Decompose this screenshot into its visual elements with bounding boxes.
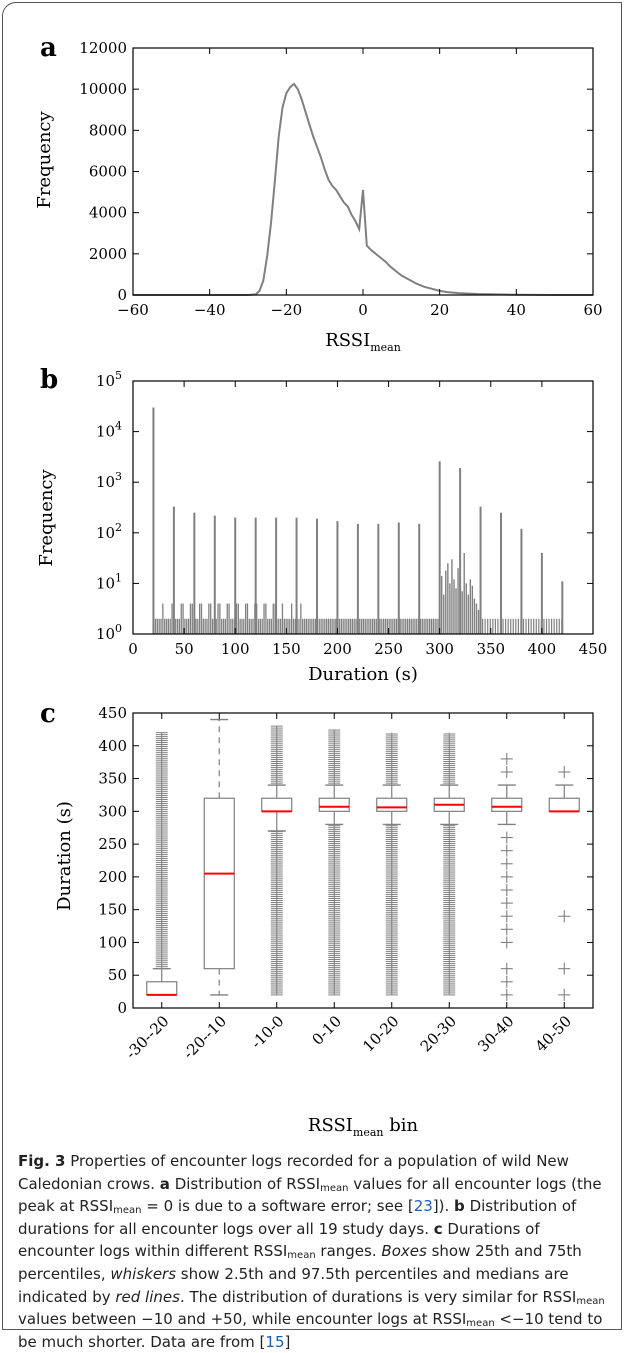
panel-a-xlabel: RSSImean: [325, 330, 401, 354]
panel-c-ytick-label: 150: [98, 901, 127, 919]
panel-c-ytick-label: 300: [98, 802, 127, 820]
figure-frame: [2, 2, 622, 1330]
panel-a-series-line: [133, 82, 593, 296]
panel-c-xlabel: RSSImean bin: [308, 1115, 419, 1139]
panel-c-outliers: [328, 729, 341, 996]
panel-b-xtick-label: 400: [528, 640, 557, 658]
panel-c-box-rect: [376, 797, 408, 812]
panel-c-ytick-label: 350: [98, 770, 127, 788]
panel-b-xtick-label: 100: [221, 640, 250, 658]
panel-a-ytick-label: 10000: [79, 80, 127, 98]
panel-c-box-40-50: [548, 766, 580, 1001]
panel-a-ylabel: Frequency: [34, 110, 55, 208]
panel-c-outliers: [500, 752, 513, 1001]
panel-c-category-label: 30-40: [474, 1012, 517, 1055]
panel-b-ytick-label: 105: [96, 369, 122, 390]
panel-b-xtick-label: 350: [476, 640, 505, 658]
panel-b-xtick-label: 150: [272, 640, 301, 658]
panel-a-ytick-label: 8000: [89, 121, 127, 139]
panel-b-letter: b: [40, 365, 58, 395]
panel-b-xtick-label: 200: [323, 640, 352, 658]
panel-c-frame: [132, 712, 594, 1009]
panel-c-category-label: -20--10: [180, 1012, 230, 1062]
panel-a: a −60 −40 −20 0 20 40 60 0 2000 4000 6000 8000 10000…: [34, 33, 603, 354]
panel-a-xtick-label: −60: [117, 301, 149, 319]
panel-a-xtick-label: 40: [507, 301, 526, 319]
panel-c-box-rect: [203, 797, 235, 970]
caption-ref-15[interactable]: 15: [265, 1332, 285, 1351]
panel-c-box-20-30: [433, 732, 465, 996]
panel-b-ytick-label: 104: [96, 420, 122, 441]
panel-c-category-label: -30--20: [122, 1012, 172, 1062]
panel-a-xtick-label: −20: [271, 301, 303, 319]
panel-b-ytick-label: 101: [96, 571, 122, 592]
panel-c-outliers: [385, 732, 398, 996]
panel-a-xtick-label: 20: [430, 301, 449, 319]
panel-a-xtick-label: −40: [194, 301, 226, 319]
panel-a-ytick-label: 12000: [79, 39, 127, 57]
panel-b-xtick-label: 450: [579, 640, 608, 658]
panel-c-box-10-20: [376, 732, 408, 996]
panel-c-ytick-label: 450: [98, 704, 127, 722]
figure-caption: Fig. 3 Properties of encounter logs reco…: [18, 1152, 605, 1351]
panel-c-ytick-label: 200: [98, 868, 127, 886]
panel-c-letter: c: [40, 699, 56, 729]
panel-c-category-label: -10-0: [247, 1012, 287, 1052]
panel-b-xtick-label: 50: [175, 640, 194, 658]
panel-b-ytick-label: 102: [96, 521, 122, 542]
caption-fig-label: Fig. 3: [18, 1152, 66, 1170]
panel-c-ytick-label: 50: [108, 966, 127, 984]
panel-c-box-30-40: [491, 752, 523, 1001]
panel-c-box--20--10: [203, 718, 235, 996]
panel-a-xtick-label: 0: [358, 301, 368, 319]
panel-c-outliers: [270, 725, 283, 996]
panel-b-axes: 0 50 100 150 200 250 300 350 400 450 100 101 102 103 1…: [96, 369, 607, 658]
panel-c-ylabel: Duration (s): [54, 801, 75, 911]
panel-c-box-rect: [146, 981, 178, 996]
panel-c-ytick-label: 0: [117, 999, 127, 1017]
panel-a-letter: a: [40, 33, 57, 63]
panel-c-axes: -30--20 -20--10 -10-0 0-10 10-20 20-30 30-40 40…: [98, 704, 594, 1063]
panel-a-xtick-label: 60: [583, 301, 602, 319]
panel-b-ylabel: Frequency: [36, 468, 57, 566]
panel-c-box-0-10: [318, 729, 350, 996]
panel-b-ytick-label: 103: [96, 470, 122, 491]
panel-c-category-label: 20-30: [417, 1012, 460, 1055]
panel-c-category-label: 0-10: [309, 1012, 346, 1049]
panel-b-ytick-label: 100: [96, 622, 122, 643]
panel-c-category-label: 10-20: [359, 1012, 402, 1055]
panel-c-outliers: [155, 732, 168, 970]
panel-a-ytick-label: 2000: [89, 245, 127, 263]
panel-c-box--10-0: [261, 725, 293, 996]
panel-a-frame: [132, 47, 594, 296]
panel-c-ytick-label: 100: [98, 933, 127, 951]
panel-a-ytick-label: 0: [117, 286, 127, 304]
panel-c-box-rect: [491, 797, 523, 812]
panel-b: b 0 50 100 150 200 250 300 350 400 450 100 101 102 10…: [36, 365, 607, 685]
panel-c-outliers: [558, 766, 571, 1001]
panel-a-ytick-label: 4000: [89, 204, 127, 222]
panel-c-box-rect: [261, 797, 293, 812]
panel-c-ytick-label: 250: [98, 835, 127, 853]
panel-a-axes: −60 −40 −20 0 20 40 60 0 2000 4000 6000 8000 10000 12…: [79, 39, 602, 319]
panel-c-category-label: 40-50: [532, 1012, 575, 1055]
panel-c-ytick-label: 400: [98, 737, 127, 755]
panel-b-frame: [132, 380, 594, 635]
panel-c-outliers: [443, 732, 456, 996]
panel-c: c -30--20 -20--10 -10-0 0-10 10-20 20-30 30-40…: [40, 699, 594, 1139]
panel-b-xlabel: Duration (s): [308, 664, 418, 685]
caption-ref-23[interactable]: 23: [413, 1197, 433, 1216]
panel-a-ytick-label: 6000: [89, 163, 127, 181]
panel-c-box--30--20: [146, 732, 178, 996]
panel-c-box-rect: [548, 797, 580, 812]
panel-b-xtick-label: 250: [374, 640, 403, 658]
panel-b-xtick-label: 0: [128, 640, 138, 658]
panel-c-box-rect: [318, 797, 350, 812]
panel-b-xtick-label: 300: [425, 640, 454, 658]
figure-charts: a −60 −40 −20 0 20 40 600200040006000800010000…: [34, 33, 607, 1139]
